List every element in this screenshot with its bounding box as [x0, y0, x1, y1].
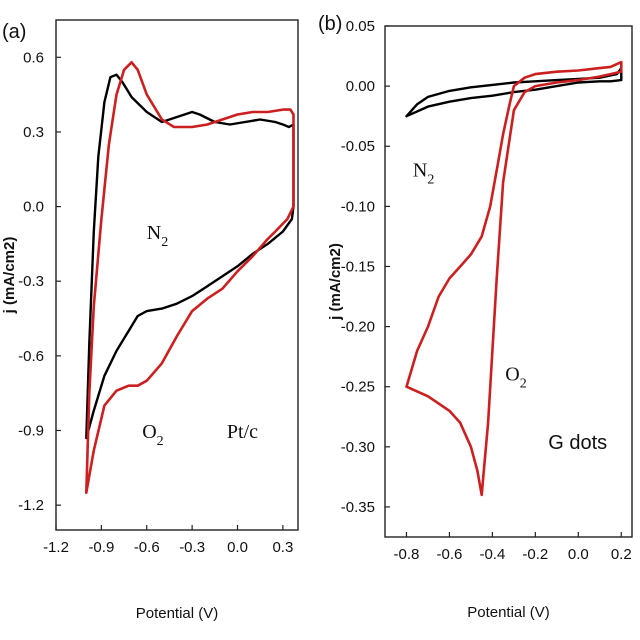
series-line-n2 — [85, 73, 295, 440]
y-tick-label: -0.15 — [341, 258, 375, 275]
annotation-n2: N2 — [413, 159, 434, 187]
y-axis-label: j (mA/cm2) — [327, 243, 344, 321]
x-tick-label: -0.4 — [479, 546, 505, 563]
annotation-ptc: Pt/c — [227, 421, 258, 443]
annotation-o2: O2 — [505, 364, 526, 392]
y-tick-label: -0.35 — [341, 499, 375, 516]
plot-frame — [55, 19, 299, 531]
y-tick-label: -0.05 — [341, 138, 375, 155]
y-tick-label: -0.20 — [341, 319, 375, 336]
x-tick-label: -0.8 — [394, 546, 420, 563]
x-axis-label: Potential (V) — [467, 604, 550, 621]
x-tick-label: 0.3 — [272, 539, 293, 556]
annotation-o2: O2 — [142, 421, 163, 449]
panel-label: (a) — [2, 21, 26, 43]
series-line-o2 — [405, 60, 623, 497]
y-tick-label: 0.3 — [23, 124, 44, 141]
x-tick-label: -0.6 — [437, 546, 463, 563]
y-tick-label: 0.00 — [346, 78, 375, 95]
panel-a: -1.2 -0.9 -0.6 -0.3 0.0 0.3 0.6 -1.2 -0.9 -0.6 -0.… — [1, 19, 299, 622]
annotation-n2: N2 — [147, 222, 168, 250]
x-tick-label: -0.6 — [134, 539, 160, 556]
y-tick-label: 0.05 — [346, 18, 375, 35]
x-tick-label: -0.3 — [179, 539, 205, 556]
y-axis-label: j (mA/cm2) — [1, 237, 18, 315]
x-tick-label: 0.0 — [227, 539, 248, 556]
y-tick-label: -0.9 — [18, 422, 44, 439]
y-tick-label: -0.3 — [18, 273, 44, 290]
y-tick-label: -0.30 — [341, 439, 375, 456]
x-tick-label: -1.2 — [43, 539, 69, 556]
y-tick-label: -0.25 — [341, 379, 375, 396]
x-axis-label: Potential (V) — [136, 605, 219, 622]
series-line-o2 — [85, 61, 295, 494]
y-tick-label: 0.0 — [23, 199, 44, 216]
x-tick-label: -0.9 — [88, 539, 114, 556]
y-tick-label: -1.2 — [18, 497, 44, 514]
plot-frame — [384, 25, 633, 538]
x-tick-label: 0.2 — [611, 546, 632, 563]
annotation-gdots: G dots — [548, 432, 607, 454]
panel-b: 0.05 0.00 -0.05 -0.10 -0.15 -0.20 -0.25 -0.30 -0… — [318, 13, 633, 621]
x-tick-label: 0.0 — [568, 546, 589, 563]
y-tick-label: -0.6 — [18, 348, 44, 365]
x-tick-label: -0.2 — [522, 546, 548, 563]
y-tick-label: -0.10 — [341, 198, 375, 215]
y-tick-label: 0.6 — [23, 49, 44, 66]
panel-label: (b) — [318, 13, 342, 35]
